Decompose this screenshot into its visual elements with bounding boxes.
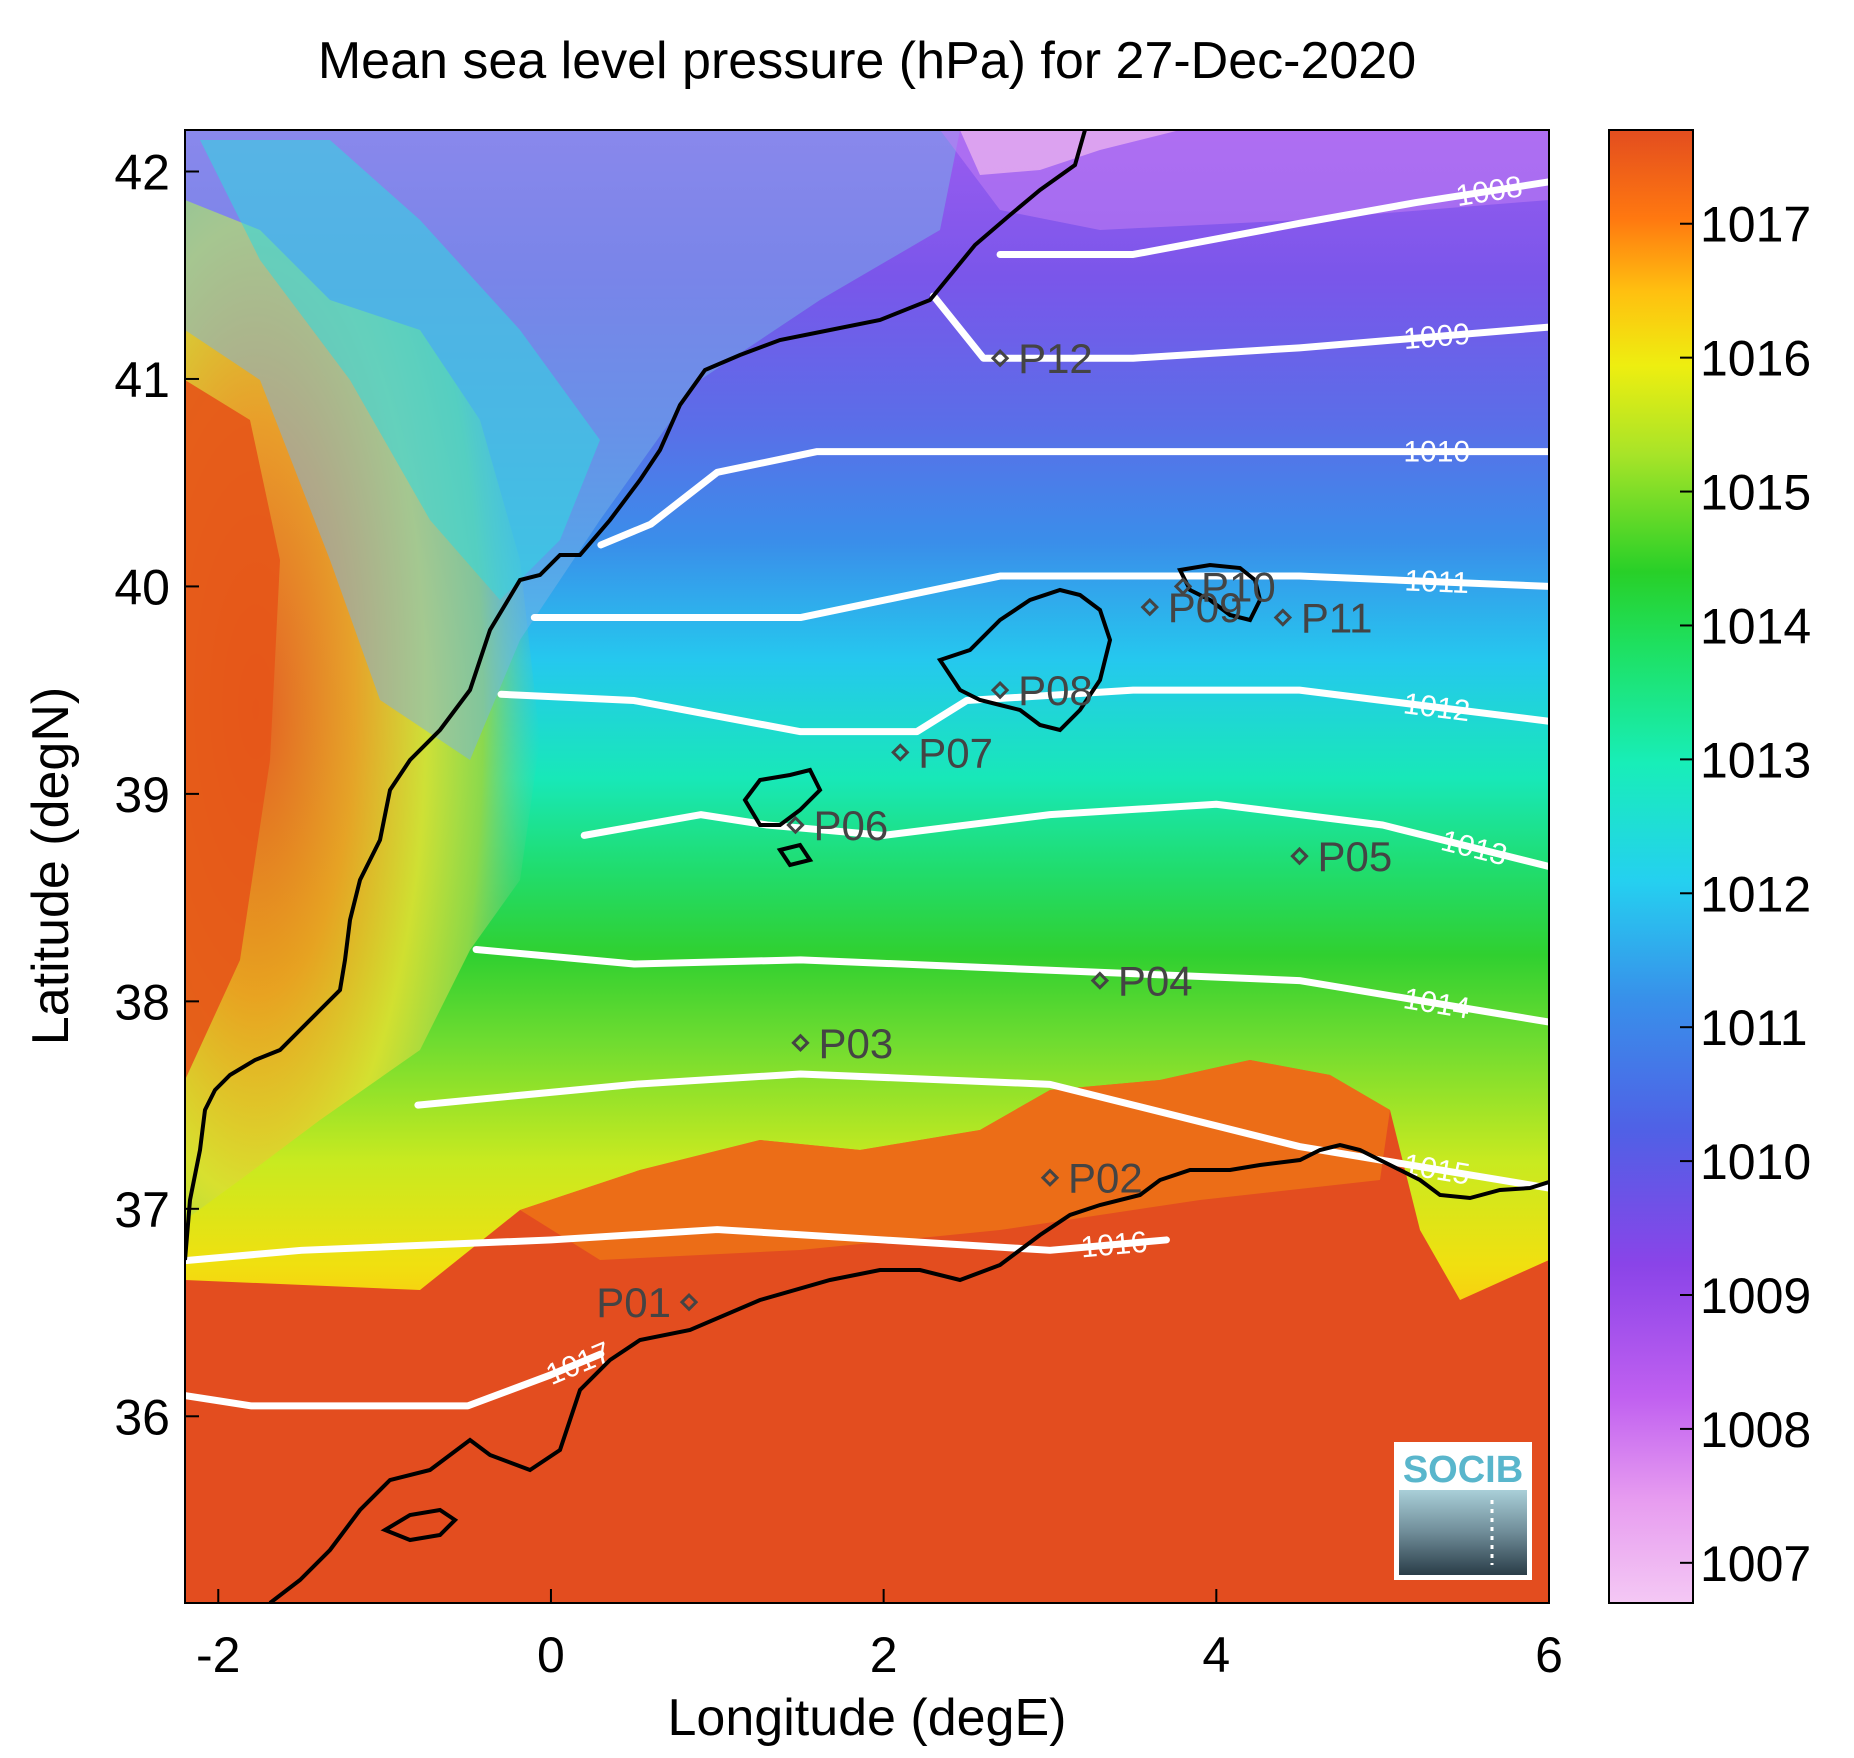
contour-label-1010: 1010 [1403,436,1470,469]
socib-logo: SOCIB [1394,1442,1532,1580]
station-marker-P11 [1273,608,1293,627]
station-marker-P10 [1173,577,1193,596]
colorbar-tick-label: 1016 [1700,331,1811,387]
x-axis-label: Longitude (degE) [668,1689,1067,1747]
station-label-P04: P04 [1118,958,1193,1005]
logo-text: SOCIB [1403,1449,1523,1491]
station-label-P12: P12 [1018,335,1093,382]
station-label-P07: P07 [918,729,993,776]
formentera-island [776,842,814,868]
colorbar-tick-label: 1013 [1700,732,1811,788]
mallorca-island [936,587,1113,733]
station-marker-P03 [791,1033,810,1053]
y-tick-label: 37 [114,1182,170,1238]
station-marker-P12 [990,349,1010,368]
x-tick-label: 2 [870,1627,898,1683]
y-tick-label: 42 [114,144,170,200]
y-tick-label: 36 [114,1389,170,1445]
colorbar-tick-label: 1010 [1700,1134,1811,1190]
chart-title: Mean sea level pressure (hPa) for 27-Dec… [318,32,1416,90]
contour-label-1012: 1012 [1401,687,1471,728]
north-africa-coastline [268,1142,1549,1603]
station-marker-P02 [1040,1168,1060,1187]
station-marker-P06 [786,815,805,835]
station-label-P08: P08 [1018,667,1093,714]
station-marker-P07 [891,743,910,762]
colorbar-tick-label: 1011 [1700,1000,1808,1056]
coast-heat-band [520,1060,1390,1260]
station-label-P05: P05 [1317,833,1392,880]
ibiza-island [742,767,823,827]
map-area: 1008100910101011101210131014101510161017… [185,130,1549,1603]
y-axis-ticks: 36 37 38 39 40 41 42 [114,144,199,1445]
contour-line-1012 [497,686,1549,736]
contour-line-1010 [597,448,1549,549]
iberia-coastline [185,130,1087,1261]
alboran-land [380,1507,459,1543]
station-label-P02: P02 [1068,1155,1143,1202]
station-marker-P09 [1140,597,1159,617]
station-marker-P08 [990,680,1010,700]
colorbar-tick-label: 1009 [1700,1268,1811,1324]
station-label-P06: P06 [813,802,888,849]
menorca-island [1177,562,1263,623]
y-tick-label: 40 [114,559,170,615]
y-tick-label: 41 [114,352,170,408]
station-label-P03: P03 [818,1020,893,1067]
x-axis-ticks: -2 0 2 4 6 [196,1589,1563,1683]
colorbar-tick-label: 1014 [1700,598,1811,654]
northeast-pink [960,130,1180,175]
y-tick-label: 38 [114,974,170,1030]
station-marker-P04 [1090,971,1110,990]
plot-frame [184,129,1550,1604]
contour-line-1014 [472,945,1549,1026]
station-label-P10: P10 [1201,563,1276,610]
coastlines [185,130,1549,1603]
station-label-P11: P11 [1301,595,1373,642]
iberia-land-west [185,380,280,1080]
colorbar-tick-label: 1012 [1700,866,1811,922]
contour-line-1017 [185,1350,605,1410]
logo-sea [1399,1490,1527,1575]
station-marker-P05 [1290,846,1309,866]
contour-line-1008 [996,178,1549,258]
x-tick-label: 0 [537,1627,565,1683]
colorbar [1608,129,1694,1604]
contour-label-1011: 1011 [1404,564,1470,600]
x-tick-label: 4 [1202,1627,1230,1683]
colorbar-tick-label: 1017 [1700,197,1811,253]
station-label-P01: P01 [596,1279,671,1326]
contour-line-1009 [930,292,1549,362]
colorbar-ticks: 1007 1008 1009 1010 1011 1012 1013 1014 1015 1016… [1680,197,1811,1592]
x-tick-label: -2 [196,1627,240,1683]
contour-line-1011 [530,572,1549,622]
contour-line-1013 [580,800,1549,870]
x-tick-label: 6 [1535,1627,1563,1683]
contour-line-1015 [414,1070,1549,1192]
colorbar-tick-label: 1015 [1700,465,1811,521]
colorbar-tick-label: 1008 [1700,1402,1811,1458]
contour-line-1016 [185,1226,1170,1265]
north-land-teal [200,140,600,600]
station-marker-P01 [679,1292,699,1312]
contour-label-1016: 1016 [1079,1226,1148,1265]
colorbar-tick-label: 1007 [1700,1536,1811,1592]
y-axis-label: Latitude (degN) [22,687,80,1045]
y-tick-label: 39 [114,767,170,823]
contour-label-1009: 1009 [1402,318,1471,356]
